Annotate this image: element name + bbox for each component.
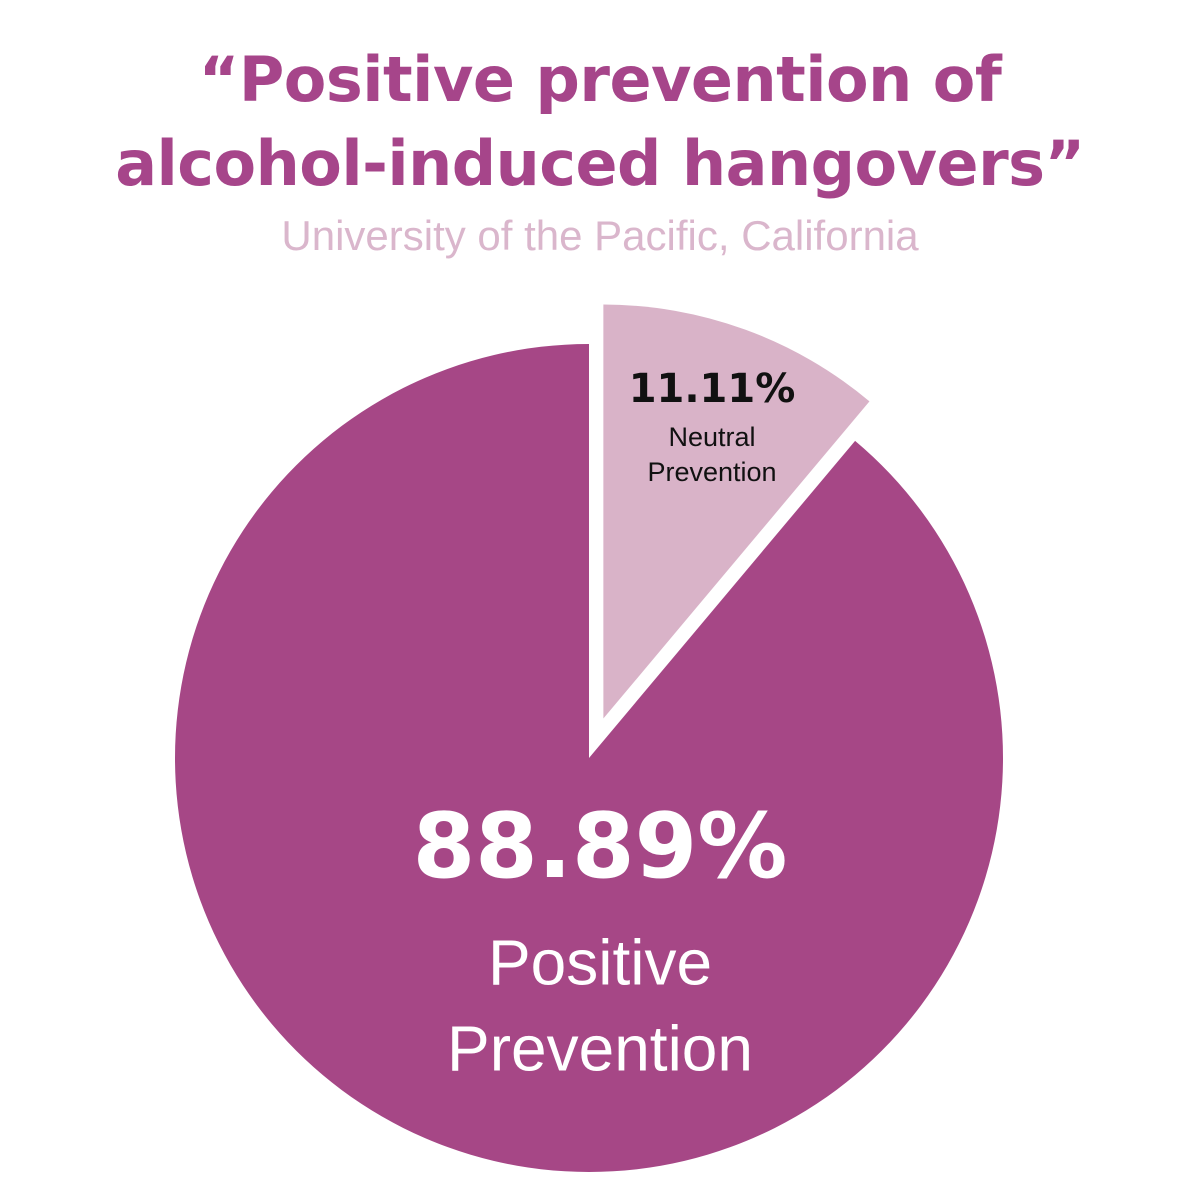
data-label-value-1: 88.89% (413, 794, 788, 899)
data-label-name-0: Neutral (668, 422, 755, 452)
pie-slice-1 (175, 343, 1004, 1173)
title-line-2: alcohol-induced hangovers” (115, 127, 1085, 200)
data-label-name-1: Positive (488, 927, 712, 999)
data-label-name2-0: Prevention (647, 457, 776, 487)
chart-subtitle: University of the Pacific, California (281, 212, 919, 259)
chart-title: “Positive prevention of alcohol-induced … (0, 38, 1200, 206)
data-label-value-0: 11.11% (629, 366, 796, 412)
data-label-name2-1: Prevention (447, 1013, 753, 1085)
pie-slice-0 (603, 304, 870, 719)
title-line-1: “Positive prevention of (198, 43, 1002, 116)
